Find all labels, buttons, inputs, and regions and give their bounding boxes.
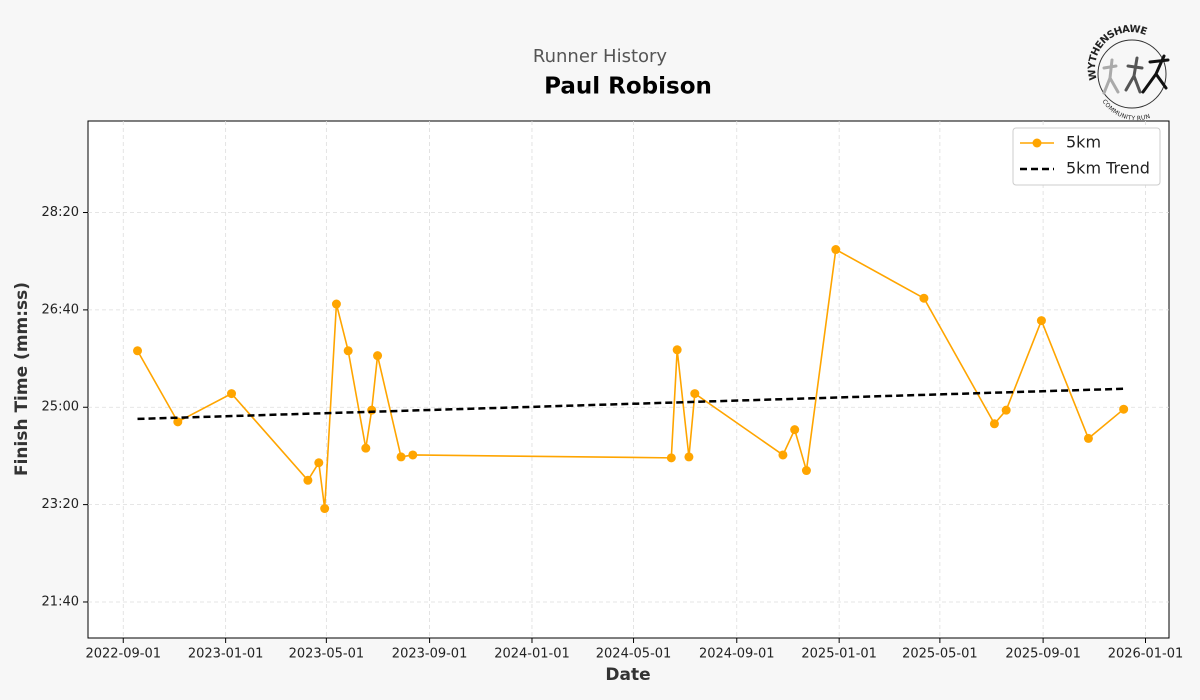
x-axis-label: Date <box>605 665 650 685</box>
x-tick-label: 2024-01-01 <box>494 647 570 662</box>
x-tick-label: 2023-01-01 <box>188 647 264 662</box>
data-point <box>919 293 929 303</box>
data-point <box>989 419 999 429</box>
x-tick-label: 2025-09-01 <box>1005 647 1081 662</box>
data-point <box>373 351 383 361</box>
logo-bottom: COMMUNITY RUN <box>1101 98 1151 122</box>
chart-title: Paul Robison <box>544 74 712 100</box>
data-point <box>790 425 800 435</box>
legend-marker <box>1032 138 1042 148</box>
logo-runners <box>1102 54 1170 95</box>
data-point <box>303 475 313 485</box>
x-tick-label: 2025-05-01 <box>902 647 978 662</box>
data-point <box>314 458 324 468</box>
data-point <box>227 389 237 399</box>
data-point <box>1083 433 1093 443</box>
data-point <box>1036 316 1046 326</box>
data-point <box>1001 405 1011 415</box>
data-point <box>367 405 377 415</box>
chart-subtitle: Runner History <box>533 46 668 67</box>
data-point <box>666 453 676 463</box>
data-point <box>1119 404 1129 414</box>
y-tick-label: 23:20 <box>42 497 79 512</box>
x-tick-label: 2026-01-01 <box>1108 647 1184 662</box>
x-tick-label: 2023-05-01 <box>289 647 365 662</box>
data-point <box>831 245 841 255</box>
legend-label: 5km <box>1066 133 1101 152</box>
y-axis-label: Finish Time (mm:ss) <box>12 282 32 476</box>
y-tick-label: 25:00 <box>42 400 79 415</box>
plot-area <box>87 120 1170 639</box>
logo-ring <box>1097 39 1167 109</box>
x-tick-label: 2022-09-01 <box>85 647 161 662</box>
data-point <box>173 417 183 427</box>
data-point <box>672 345 682 355</box>
data-point <box>331 299 341 309</box>
logo-text: COMMUNITY RUN <box>1101 98 1151 122</box>
data-point <box>133 346 143 356</box>
logo: WYTHENSHAWE COMMUNITY RUN <box>1087 24 1170 122</box>
legend-label: 5km Trend <box>1066 159 1150 178</box>
data-point <box>396 452 406 462</box>
y-tick-label: 28:20 <box>42 205 79 220</box>
x-tick-label: 2025-01-01 <box>801 647 877 662</box>
y-tick-label: 26:40 <box>42 302 79 317</box>
data-point <box>361 443 371 453</box>
data-point <box>408 450 418 460</box>
logo-top: WYTHENSHAWE <box>1087 24 1149 81</box>
y-tick-label: 21:40 <box>42 594 79 609</box>
data-point <box>320 504 330 514</box>
x-tick-label: 2023-09-01 <box>392 647 468 662</box>
data-point <box>801 466 811 476</box>
x-tick-label: 2024-05-01 <box>596 647 672 662</box>
data-point <box>684 452 694 462</box>
grid <box>88 121 1169 638</box>
data-point <box>343 346 353 356</box>
logo-text: WYTHENSHAWE <box>1087 24 1149 81</box>
data-point <box>778 450 788 460</box>
data-point <box>690 389 700 399</box>
x-tick-label: 2024-09-01 <box>699 647 775 662</box>
